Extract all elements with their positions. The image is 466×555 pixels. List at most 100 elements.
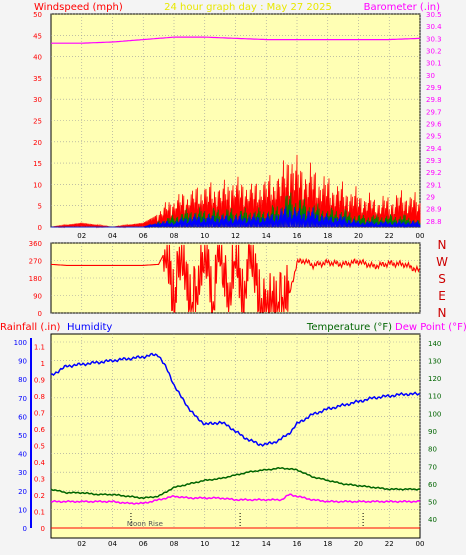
humidity-y-tick-label: 90 (18, 358, 27, 366)
barometer-y-tick-label: 29 (426, 194, 435, 202)
barometer-y-tick-label: 28.8 (426, 218, 442, 226)
wind-y-tick-label: 5 (38, 203, 42, 211)
wind-series-lull (51, 206, 421, 229)
wind-direction-line (51, 244, 421, 313)
barometer-y-tick-label: 29.4 (426, 145, 442, 153)
wind-x-tick-label: 12 (231, 232, 240, 240)
rainfall-y-tick-label: 0.7 (34, 409, 45, 417)
barometer-y-tick-label: 30.1 (426, 60, 442, 68)
wind-y-tick-label: 30 (33, 96, 42, 104)
temperature-line (50, 467, 421, 500)
rainfall-y-tick-label: 0.3 (34, 475, 45, 483)
wind-x-tick-label: 04 (108, 232, 117, 240)
wind-x-tick-label: 22 (385, 232, 394, 240)
rainfall-y-tick-label: 0.4 (34, 459, 46, 467)
compass-label-s: S (438, 272, 446, 286)
temperature-y-tick-label: 130 (428, 357, 441, 365)
wind-y-tick-label: 45 (33, 32, 42, 40)
barometer-y-tick-label: 29.1 (426, 181, 442, 189)
dewpoint-line (50, 493, 421, 505)
humidity-x-tick-label: 06 (139, 540, 148, 548)
rainfall-y-tick-label: 0.8 (34, 393, 45, 401)
chart-marks: 0510152025303540455028.828.92929.129.229… (14, 11, 443, 548)
wind-y-tick-label: 25 (33, 118, 42, 126)
compass-label-w: W (436, 255, 448, 269)
compass-labels: N W S E N (436, 238, 448, 320)
windspeed-barometer-panel (50, 13, 421, 228)
temperature-y-tick-label: 140 (428, 340, 441, 348)
wind-x-tick-label: 18 (323, 232, 332, 240)
wind-y-tick-label: 20 (33, 139, 42, 147)
barometer-title: Barometer (.in) (364, 2, 440, 13)
barometer-y-tick-label: 29.3 (426, 157, 442, 165)
wind-x-tick-label: 20 (354, 232, 363, 240)
compass-label-n-bottom: N (438, 306, 447, 320)
wind-x-tick-label: 00 (416, 232, 425, 240)
humidity-y-tick-label: 100 (14, 339, 27, 347)
barometer-y-tick-label: 29.8 (426, 96, 442, 104)
humidity-y-tick-label: 40 (18, 451, 27, 459)
rainfall-title: Rainfall (.in) (0, 322, 61, 333)
humidity-y-tick-label: 70 (18, 395, 27, 403)
humidity-y-tick-label: 20 (18, 488, 27, 496)
wind-x-tick-label: 02 (77, 232, 86, 240)
windspeed-title: Windspeed (mph) (34, 2, 123, 13)
barometer-y-tick-label: 28.9 (426, 206, 442, 214)
rainfall-y-tick-label: 0.6 (34, 426, 46, 434)
humidity-y-tick-label: 30 (18, 469, 27, 477)
temperature-y-tick-label: 40 (428, 516, 437, 524)
wind-y-tick-label: 35 (33, 75, 42, 83)
humidity-x-tick-label: 20 (354, 540, 363, 548)
direction-y-tick-label: 90 (33, 293, 42, 301)
temperature-y-tick-label: 100 (428, 410, 441, 418)
temperature-y-tick-label: 70 (428, 463, 437, 471)
barometer-y-tick-label: 30.5 (426, 11, 442, 19)
rainfall-y-tick-label: 0.5 (34, 442, 45, 450)
wind-y-tick-label: 0 (38, 224, 42, 232)
humidity-y-tick-label: 60 (18, 413, 27, 421)
rainfall-y-tick-label: 0 (41, 525, 45, 533)
barometer-y-tick-label: 29.7 (426, 108, 442, 116)
barometer-line (51, 36, 421, 44)
temperature-y-tick-label: 60 (428, 481, 437, 489)
temperature-y-tick-label: 50 (428, 499, 437, 507)
humidity-x-tick-label: 16 (293, 540, 302, 548)
humidity-line (50, 352, 421, 447)
direction-y-tick-label: 270 (29, 258, 42, 266)
rainfall-y-tick-label: 0.2 (34, 492, 45, 500)
barometer-y-tick-label: 30 (426, 72, 435, 80)
barometer-y-tick-label: 30.2 (426, 48, 442, 56)
temperature-y-tick-label: 120 (428, 375, 441, 383)
wind-x-tick-label: 14 (262, 232, 271, 240)
wind-x-tick-label: 10 (200, 232, 209, 240)
wind-y-tick-label: 40 (33, 54, 42, 62)
windspeed-plot-area (50, 13, 421, 228)
direction-y-tick-label: 360 (29, 240, 42, 248)
temperature-title: Temperature (°F) (306, 322, 392, 333)
rainfall-y-tick-label: 0.1 (34, 508, 45, 516)
humidity-x-tick-label: 12 (231, 540, 240, 548)
dewpoint-title: Dew Point (°F) (395, 322, 466, 333)
direction-y-tick-label: 0 (38, 310, 42, 318)
rainfall-y-tick-label: 1 (41, 360, 45, 368)
direction-y-tick-label: 180 (29, 275, 42, 283)
barometer-y-tick-label: 29.6 (426, 121, 442, 129)
barometer-y-tick-label: 30.4 (426, 23, 442, 31)
wind-y-tick-label: 15 (33, 160, 42, 168)
humidity-y-tick-label: 0 (23, 525, 27, 533)
wind-y-tick-label: 50 (33, 11, 42, 19)
humidity-x-tick-label: 02 (77, 540, 86, 548)
barometer-y-tick-label: 29.5 (426, 133, 442, 141)
humidity-x-tick-label: 18 (323, 540, 332, 548)
rainfall-y-tick-label: 0.9 (34, 376, 45, 384)
temperature-y-tick-label: 80 (428, 446, 437, 454)
humidity-y-tick-label: 10 (18, 506, 27, 514)
humidity-x-tick-label: 14 (262, 540, 271, 548)
humidity-x-tick-label: 04 (108, 540, 117, 548)
barometer-y-tick-label: 29.9 (426, 84, 442, 92)
humidity-x-tick-label: 00 (416, 540, 425, 548)
wind-x-tick-label: 16 (293, 232, 302, 240)
humidity-title: Humidity (67, 322, 112, 333)
wind-x-tick-label: 06 (139, 232, 148, 240)
